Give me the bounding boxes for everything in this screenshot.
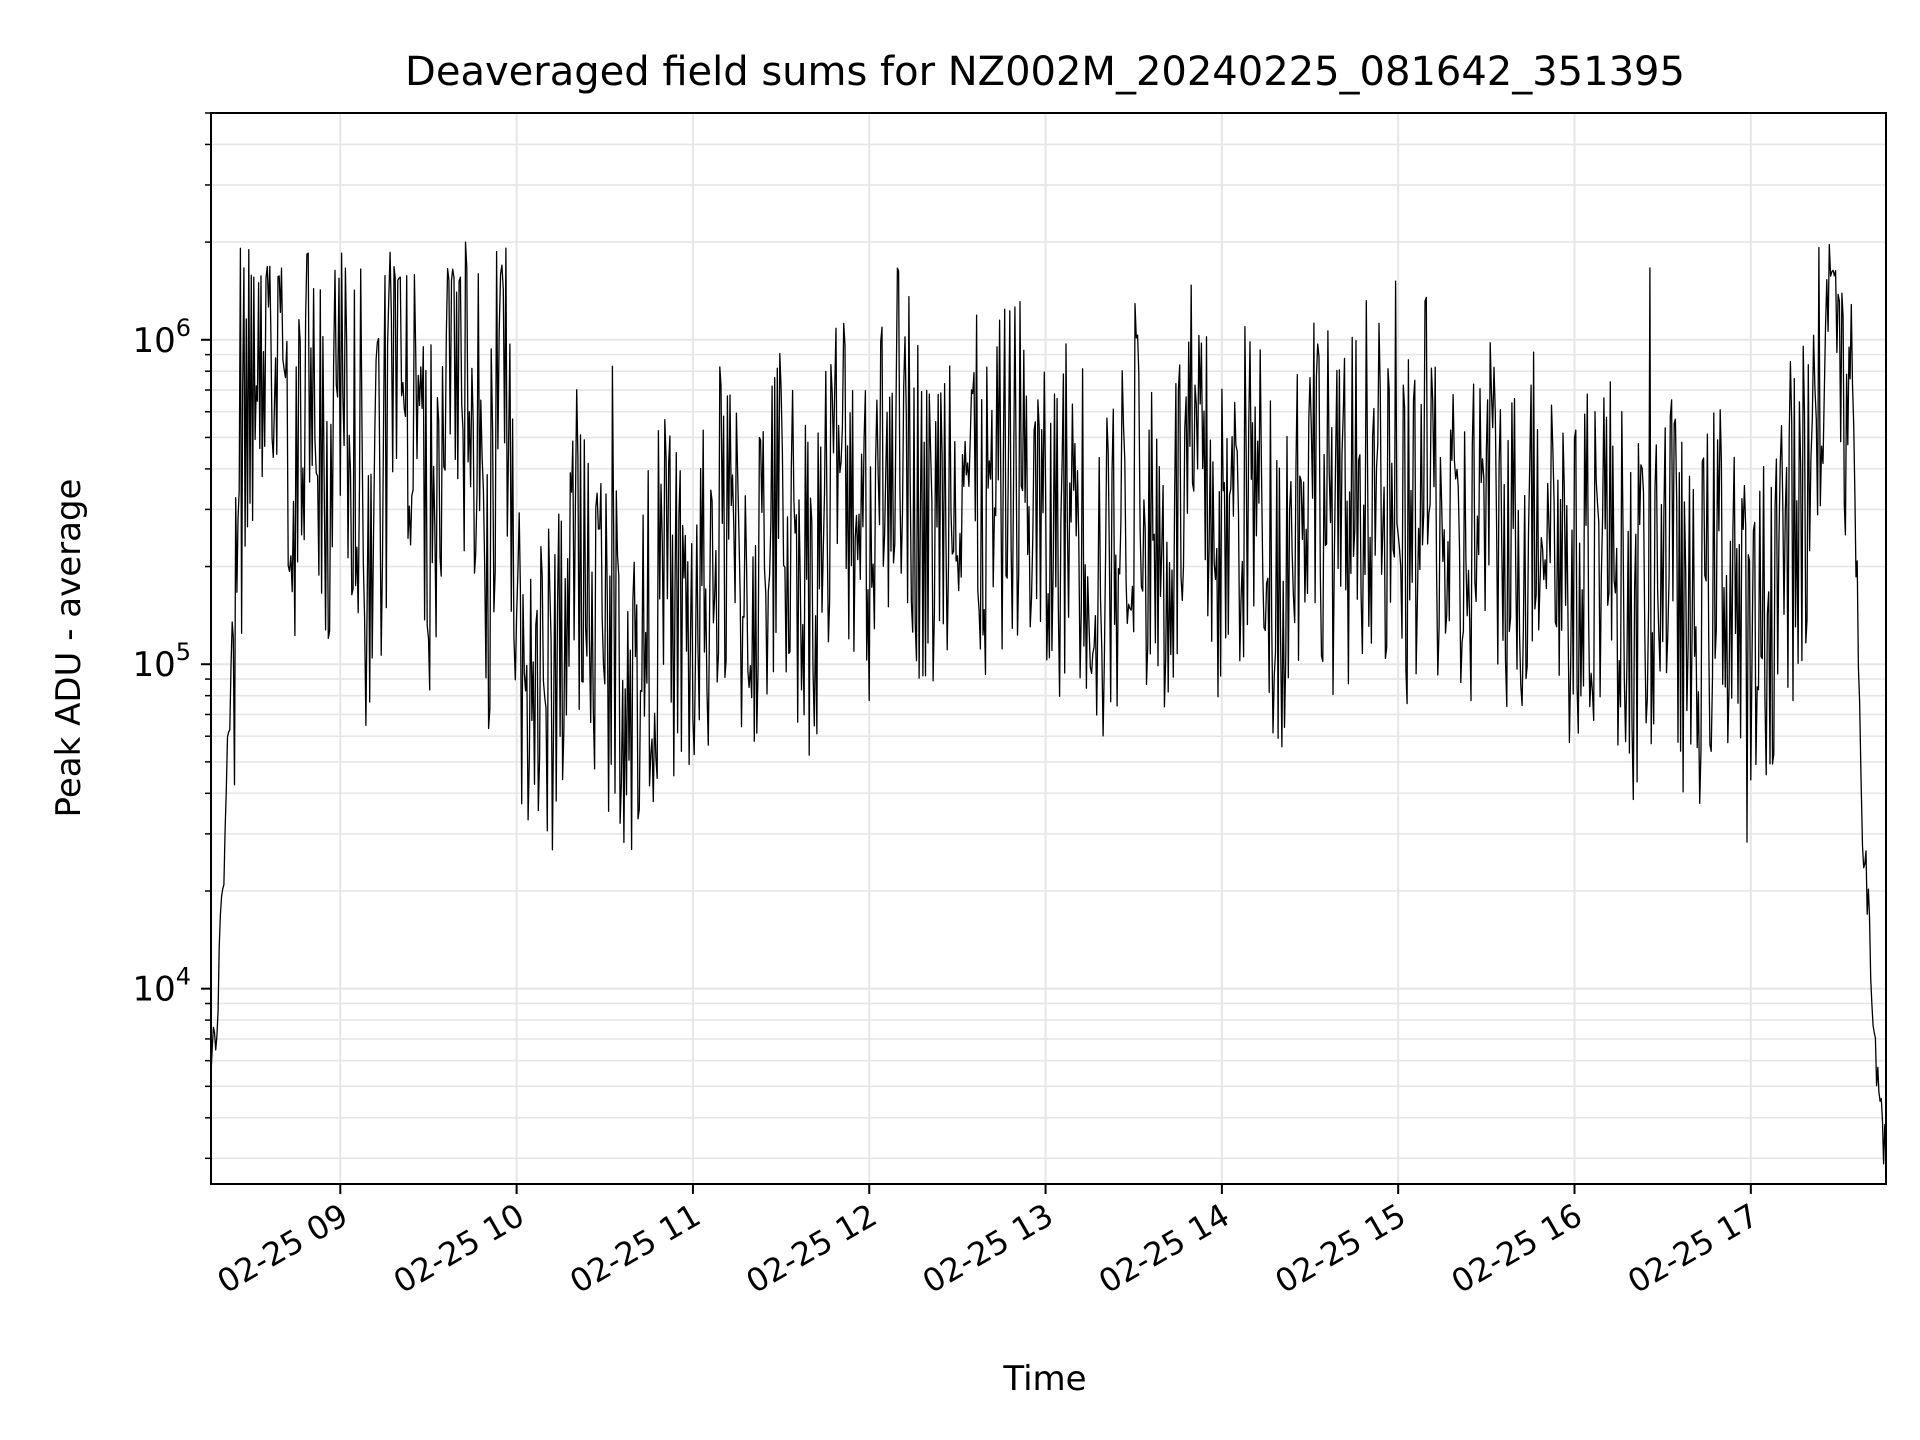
y-axis: 104 105 106: [132, 112, 211, 1160]
axes-frame: [210, 112, 1887, 1185]
plot-area: [210, 241, 1887, 1165]
y-tick-label: 106: [132, 314, 191, 361]
y-tick-label: 104: [132, 963, 191, 1010]
y-axis-label: Peak ADU - average: [49, 479, 89, 818]
y-tick-label: 105: [132, 638, 191, 685]
series-line: [210, 241, 1887, 1165]
chart-title: Deaveraged field sums for NZ002M_2024022…: [405, 49, 1685, 95]
x-axis-label: Time: [1002, 1359, 1086, 1399]
